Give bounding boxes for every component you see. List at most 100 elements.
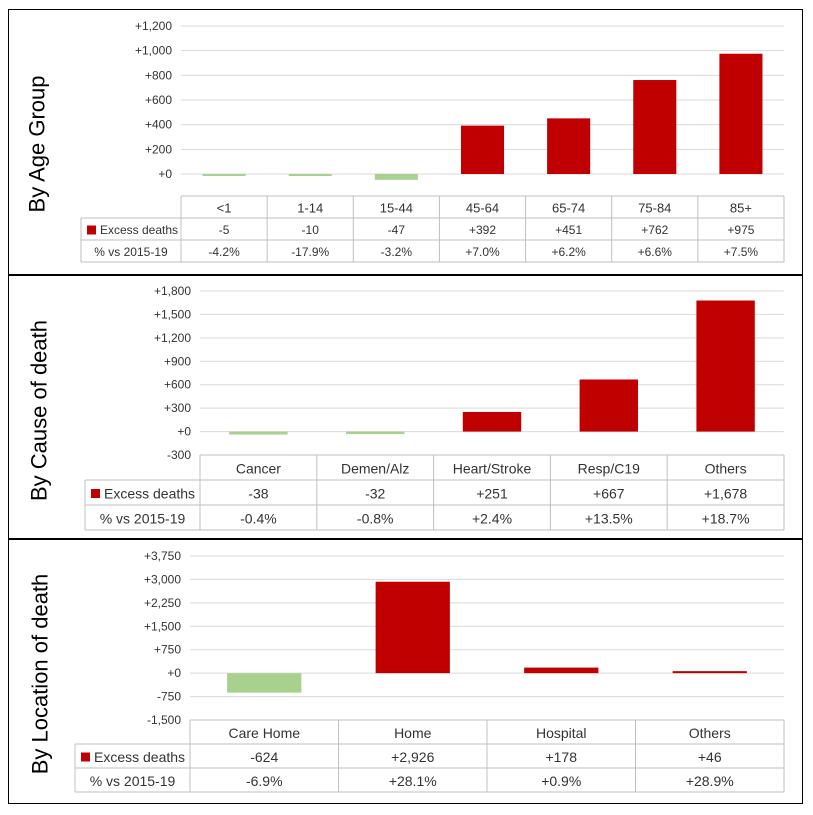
table-cell: +7.0% xyxy=(465,245,500,259)
table-cell: -17.9% xyxy=(291,245,329,259)
table-cell: -38 xyxy=(248,486,268,502)
y-tick-label: -750 xyxy=(157,690,181,704)
cause-of-death-chart: By Cause of death -300 +0 +300 +600 +900 +1,20… xyxy=(27,284,785,531)
legend-swatch xyxy=(91,489,100,498)
table-cell: +251 xyxy=(476,486,508,502)
table-cell: +392 xyxy=(469,223,496,237)
legend-swatch xyxy=(81,752,90,762)
bar-demen-alz xyxy=(346,431,405,435)
bar-home xyxy=(375,581,450,674)
row-label-pct-vs-baseline: % vs 2015-19 xyxy=(100,511,186,527)
category-label: Heart/Stroke xyxy=(453,461,532,477)
y-tick-label: +750 xyxy=(154,643,181,657)
bar-1-14 xyxy=(288,174,332,176)
y-tick-label: +1,000 xyxy=(135,44,172,58)
y-tick-label: +1,200 xyxy=(154,331,191,345)
category-label: 45-64 xyxy=(466,201,499,216)
table-cell: +975 xyxy=(727,223,754,237)
panel-label: By Age Group xyxy=(25,76,50,213)
row-label-pct-vs-baseline: % vs 2015-19 xyxy=(94,245,168,259)
y-tick-label: +0 xyxy=(167,666,181,680)
category-label: Others xyxy=(689,725,731,741)
row-label-excess-deaths: Excess deaths xyxy=(104,486,195,502)
panel-age-group: By Age Group +0 +200 +400 +600 +800 +1,000 +1,2… xyxy=(8,9,803,275)
panel-label: By Location of death xyxy=(28,574,53,775)
legend-swatch xyxy=(87,225,96,235)
table-cell: +762 xyxy=(641,223,668,237)
y-tick-label: +3,000 xyxy=(144,572,181,586)
bar-45-64 xyxy=(460,125,505,174)
y-tick-label: +1,500 xyxy=(154,307,191,321)
table-cell: -47 xyxy=(388,223,406,237)
row-label-excess-deaths: Excess deaths xyxy=(100,223,178,237)
table-cell: +667 xyxy=(593,486,625,502)
row-label-pct-vs-baseline: % vs 2015-19 xyxy=(90,773,176,789)
category-label: <1 xyxy=(217,201,232,216)
table-cell: +1,678 xyxy=(704,486,747,502)
table-cell: +46 xyxy=(698,749,722,765)
panel-cause-of-death: By Cause of death -300 +0 +300 +600 +900 +1,20… xyxy=(8,275,803,539)
y-tick-label: +600 xyxy=(164,378,191,392)
y-tick-label: -300 xyxy=(167,448,191,462)
bar-65-74 xyxy=(547,118,591,174)
bar-resp-c19 xyxy=(579,379,638,432)
bar-cancer xyxy=(229,431,288,435)
table-cell: -0.8% xyxy=(357,511,394,527)
table-cell: -32 xyxy=(365,486,385,502)
y-tick-label: +0 xyxy=(177,425,191,439)
table-cell: +178 xyxy=(545,749,577,765)
category-label: Home xyxy=(394,725,432,741)
category-label: 65-74 xyxy=(552,201,585,216)
bar-heart-stroke xyxy=(462,411,522,432)
table-cell: +13.5% xyxy=(585,511,633,527)
table-cell: -0.4% xyxy=(240,511,277,527)
category-label: Others xyxy=(705,461,747,477)
table-cell: +28.9% xyxy=(686,773,734,789)
y-tick-label: +1,800 xyxy=(154,284,191,298)
y-tick-label: +900 xyxy=(164,354,191,368)
table-cell: -3.2% xyxy=(381,245,413,259)
category-label: 85+ xyxy=(730,201,752,216)
category-label: Hospital xyxy=(536,725,587,741)
y-tick-label: +1,200 xyxy=(135,19,172,33)
table-cell: +451 xyxy=(555,223,582,237)
table-cell: +2.4% xyxy=(472,511,512,527)
category-label: 1-14 xyxy=(297,201,323,216)
category-label: 75-84 xyxy=(638,201,671,216)
table-cell: +0.9% xyxy=(541,773,581,789)
table-cell: +6.2% xyxy=(551,245,586,259)
bar--1 xyxy=(202,174,246,176)
bar-85- xyxy=(719,53,763,174)
y-tick-label: +200 xyxy=(145,142,172,156)
table-cell: +18.7% xyxy=(702,511,750,527)
category-label: Resp/C19 xyxy=(578,461,640,477)
bar-care-home xyxy=(227,673,302,693)
panel-location-of-death: By Location of death -1,500 -750 +0 +750 +1,5… xyxy=(8,539,803,804)
y-tick-label: +3,750 xyxy=(144,549,181,563)
table-cell: -624 xyxy=(250,749,278,765)
table-cell: +6.6% xyxy=(638,245,673,259)
y-tick-label: +600 xyxy=(145,93,172,107)
age-group-chart: By Age Group +0 +200 +400 +600 +800 +1,000 +1,2… xyxy=(25,19,785,263)
bar-others xyxy=(672,671,747,674)
table-cell: -4.2% xyxy=(208,245,240,259)
y-tick-label: +1,500 xyxy=(144,619,181,633)
table-cell: +7.5% xyxy=(724,245,759,259)
bar-15-44 xyxy=(374,174,418,180)
table-cell: -10 xyxy=(302,223,320,237)
table-cell: +28.1% xyxy=(389,773,437,789)
category-label: 15-44 xyxy=(380,201,413,216)
y-tick-label: +400 xyxy=(145,118,172,132)
table-cell: +2,926 xyxy=(391,749,434,765)
y-tick-label: -1,500 xyxy=(147,713,181,727)
panel-label: By Cause of death xyxy=(27,320,52,501)
table-cell: -5 xyxy=(219,223,230,237)
y-tick-label: +800 xyxy=(145,68,172,82)
table-cell: -6.9% xyxy=(246,773,283,789)
category-label: Care Home xyxy=(228,725,300,741)
y-tick-label: +300 xyxy=(164,401,191,415)
location-of-death-chart: By Location of death -1,500 -750 +0 +750 +1,5… xyxy=(28,549,785,793)
bar-others xyxy=(696,300,755,432)
bar-hospital xyxy=(524,667,599,674)
bar-75-84 xyxy=(633,80,677,174)
